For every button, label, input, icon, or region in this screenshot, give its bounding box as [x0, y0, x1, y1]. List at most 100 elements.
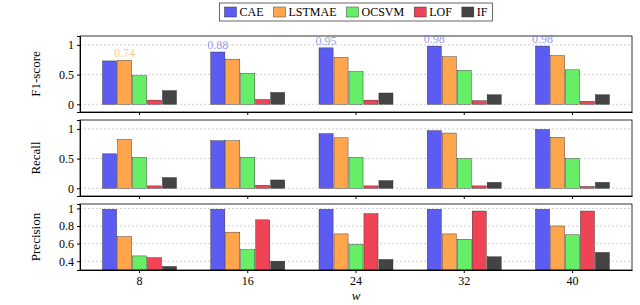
bar: [226, 141, 240, 189]
tick-mark: [77, 75, 80, 76]
bar: [487, 95, 501, 105]
panel: 0.40.60.81816243240: [59, 202, 633, 288]
bar: [271, 180, 285, 188]
legend-label: OCSVM: [361, 5, 404, 19]
bar: [364, 214, 378, 270]
tick: 16: [242, 270, 254, 288]
grid-line: [80, 208, 632, 209]
bar: [147, 100, 161, 104]
tick: 1: [68, 122, 80, 136]
bar: [364, 100, 378, 104]
tick: 0.4: [59, 255, 80, 269]
bar: [271, 92, 285, 104]
legend-label: LSTMAE: [288, 5, 336, 19]
annotation: 0.98: [532, 32, 553, 46]
tick-label: 0.8: [59, 219, 74, 233]
tick: [464, 112, 465, 115]
tick: [356, 112, 357, 115]
bar: [487, 257, 501, 270]
tick: 0.5: [59, 68, 80, 82]
y-axis: 00.51: [59, 37, 81, 113]
bar: [319, 209, 333, 270]
tick-label: 0.6: [59, 237, 74, 251]
bar: [442, 133, 456, 188]
bar: [535, 46, 549, 104]
legend-label: IF: [477, 5, 488, 19]
tick-mark: [356, 112, 357, 115]
frame: [80, 36, 632, 112]
tick-mark: [139, 112, 140, 115]
bar: [550, 226, 564, 270]
bar: [349, 244, 363, 270]
bar: [442, 57, 456, 105]
tick-label: 1: [68, 122, 74, 136]
bar: [118, 60, 132, 104]
legend-item: IF: [462, 5, 488, 19]
legend-swatch: [273, 7, 285, 17]
bar: [379, 93, 393, 104]
bar: [349, 72, 363, 105]
bar: [565, 235, 579, 270]
tick-mark: [464, 112, 465, 115]
legend-item: OCSVM: [346, 5, 404, 19]
x-axis: [81, 112, 633, 115]
panel: 00.51: [59, 36, 633, 115]
bar: [580, 101, 594, 104]
bar: [226, 232, 240, 270]
bar: [147, 186, 161, 188]
tick-label: 0.5: [59, 68, 74, 82]
tick: 0: [68, 98, 80, 112]
bar: [334, 138, 348, 188]
annotation: 0.88: [207, 38, 228, 52]
bar: [256, 100, 270, 105]
bar: [442, 234, 456, 270]
tick: 1: [68, 202, 80, 216]
tick-mark: [77, 129, 80, 130]
bar: [334, 57, 348, 104]
bar: [334, 234, 348, 270]
tick-label: 40: [566, 274, 578, 288]
tick: 40: [566, 270, 578, 288]
bar: [271, 261, 285, 270]
bar: [457, 159, 471, 189]
bar: [565, 70, 579, 104]
legend: CAELSTMAEOCSVMLOFIF: [219, 3, 492, 21]
tick: 1: [68, 38, 80, 52]
tick: [572, 112, 573, 115]
bar: [379, 259, 393, 270]
legend-item: LSTMAE: [273, 5, 336, 19]
x-axis: 816243240: [81, 270, 633, 288]
tick: 0: [68, 182, 80, 196]
tick-mark: [356, 196, 357, 199]
bar: [472, 186, 486, 188]
bar: [226, 59, 240, 104]
tick-mark: [247, 196, 248, 199]
tick-mark: [464, 196, 465, 199]
legend-swatch: [346, 7, 358, 17]
tick: [464, 196, 465, 199]
bar: [103, 154, 117, 188]
bar: [132, 157, 146, 188]
bar: [162, 91, 176, 105]
bar: [487, 182, 501, 188]
tick-mark: [77, 244, 80, 245]
bar: [241, 73, 255, 104]
bar: [595, 252, 609, 270]
y-axis-title: Recall: [28, 141, 43, 175]
tick-mark: [77, 45, 80, 46]
tick-mark: [572, 112, 573, 115]
tick: [247, 112, 248, 115]
bar: [550, 56, 564, 105]
x-axis: [81, 196, 633, 199]
tick: 32: [458, 270, 470, 288]
axis-line: [77, 121, 81, 197]
bars: [103, 46, 610, 104]
tick-mark: [77, 208, 80, 209]
bar: [241, 250, 255, 270]
legend-item: CAE: [224, 5, 263, 19]
tick: [139, 196, 140, 199]
bar: [211, 209, 225, 270]
bar: [379, 181, 393, 189]
bar: [349, 157, 363, 188]
bar: [565, 159, 579, 189]
